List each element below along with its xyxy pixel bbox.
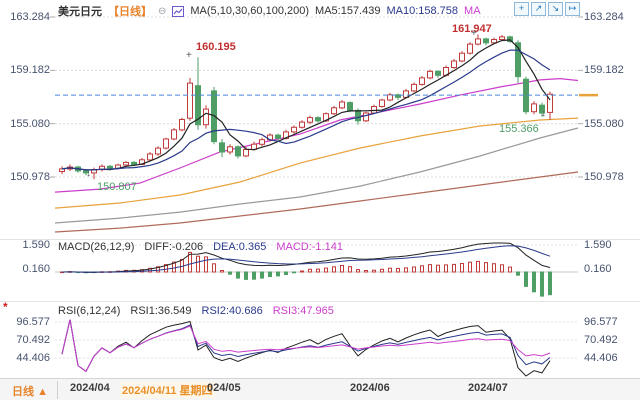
macd-dea-value: DEA:0.365 [213,241,267,253]
period-arrow-icon: ▲ [37,386,48,398]
rsi-title: RSI(6,12,24) [58,305,121,317]
x-axis-date-label: 2024/04 [70,382,110,394]
x-axis-date-label: 2024/06 [350,382,390,394]
rsi-axis-label-right: 44.406 [584,352,618,364]
indicator-chart-icon [172,5,185,17]
pan-right-icon[interactable]: ↦ [565,2,580,16]
ma10-value: MA10:158.758 [386,5,459,17]
price-annotation: 150.807 [97,181,137,193]
rsi-axis-label-right: 70.492 [584,334,618,346]
annotation-marker-icon: ↓ [541,108,546,119]
crosshair-date-label: 2024/04/11 星期四 [120,382,215,398]
macd-axis-label-right: 1.590 [584,239,612,251]
chart-header: 美元日元 【日线】 ⊖ MA(5,10,30,60,100,200) MA5:1… [58,3,481,19]
price-annotation: 161.947 [452,23,492,35]
rsi-axis-label-left: 96.577 [16,316,50,328]
divider [57,381,58,399]
price-axis-label-left: 150.978 [10,171,50,183]
x-axis-date-label: 024/05 [207,382,241,394]
rsi-settings-icon[interactable]: * [3,300,8,314]
ma5-value: MA5:157.439 [315,5,381,17]
macd-axis-label-left: 1.590 [22,239,50,251]
price-axis-label-left: 155.080 [10,117,50,130]
annotation-marker-icon: + [471,28,477,39]
macd-title: MACD(26,12,9) [58,241,135,253]
annotation-marker-icon: + [186,50,192,61]
rsi-axis-label-left: 70.492 [16,334,50,346]
price-axis-label-right: 155.080 [584,117,624,130]
price-axis-label-right: 159.182 [584,64,624,77]
rsi1-value: RSI1:36.549 [130,305,192,317]
price-annotation: 155.366 [499,123,539,135]
price-axis-label-left: 163.284 [10,11,50,23]
macd-axis-label-left: 0.160 [22,263,50,275]
period-tag: 【日线】 [108,6,152,18]
symbol-name: 美元日元 [58,6,102,18]
rsi3-value: RSI3:47.965 [272,305,334,317]
rsi-header: RSI(6,12,24) RSI1:36.549 RSI2:40.686 RSI… [58,305,334,317]
macd-axis-label-right: 0.160 [584,263,612,275]
rsi-axis-label-left: 44.406 [16,352,50,364]
chart-toolbar: + ↗ ↘ ↦ [514,2,580,16]
price-axis-label-right: 150.978 [584,171,624,183]
macd-macd-value: MACD:-1.141 [276,241,343,253]
price-annotation: 160.195 [196,41,236,53]
collapse-icon[interactable]: ⊖ [158,5,167,17]
macd-diff-value: DIFF:-0.206 [144,241,204,253]
period-selector[interactable]: 日线 ▲ [12,386,48,398]
price-axis-label-left: 159.182 [10,64,50,77]
x-axis-date-label: 2024/07 [468,382,508,394]
rsi2-value: RSI2:40.686 [201,305,263,317]
next-period-icon[interactable]: ↘ [548,2,563,16]
rsi-axis-label-right: 96.577 [584,316,618,328]
ma30-value-truncated: MA [464,5,481,17]
price-axis-label-right: 163.284 [584,11,624,23]
ma-settings-label: MA(5,10,30,60,100,200) [190,5,310,17]
macd-header: MACD(26,12,9) DIFF:-0.206 DEA:0.365 MACD… [58,241,343,253]
crosshair-icon[interactable]: + [514,2,529,16]
prev-period-icon[interactable]: ↗ [531,2,546,16]
annotation-marker-icon: ↓ [86,168,91,179]
